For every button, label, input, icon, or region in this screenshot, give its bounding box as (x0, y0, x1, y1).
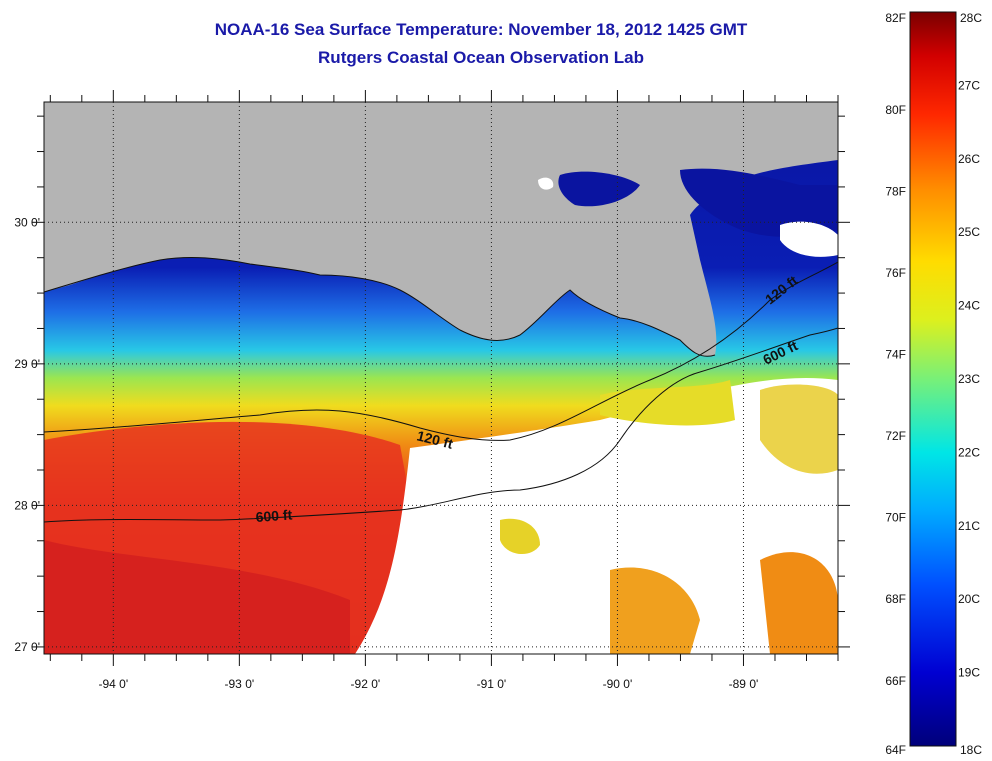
coastline (44, 257, 716, 357)
colorbar-f-label: 76F (885, 266, 906, 280)
sst-patch (500, 518, 540, 555)
map-frame (43, 101, 839, 655)
sst-patch (600, 380, 735, 426)
land-mass (44, 102, 838, 357)
graticule (44, 102, 838, 654)
lon-tick-label: -92 0' (351, 677, 381, 691)
lat-tick-label: 30 0' (14, 215, 40, 229)
lat-tick-label: 29 0' (14, 357, 40, 371)
map-subtitle: Rutgers Coastal Ocean Observation Lab (318, 48, 644, 67)
colorbar-c-label: 25C (958, 225, 980, 239)
colorbar-fahrenheit-labels: 82F 80F 78F 76F 74F 72F 70F 68F 66F 64F (885, 11, 906, 757)
lat-tick-label: 27 0' (14, 640, 40, 654)
contour-label-600ft: 600 ft (255, 506, 293, 525)
colorbar-f-label: 70F (885, 511, 906, 525)
colorbar-f-label: 82F (885, 11, 906, 25)
colorbar-f-label: 78F (885, 184, 906, 198)
lon-tick-label: -89 0' (729, 677, 759, 691)
colorbar-f-label: 64F (885, 743, 906, 757)
lon-tick-label: -91 0' (477, 677, 507, 691)
sst-patch (610, 567, 700, 654)
colorbar-c-label: 26C (958, 152, 980, 166)
colorbar-scale (909, 11, 957, 747)
colorbar-c-label: 18C (960, 743, 982, 757)
lat-tick-label: 28 0' (14, 498, 40, 512)
bay (680, 168, 838, 237)
colorbar-f-label: 66F (885, 674, 906, 688)
colorbar-f-label: 80F (885, 103, 906, 117)
colorbar-f-label: 72F (885, 429, 906, 443)
colorbar-c-label: 20C (958, 592, 980, 606)
colorbar-c-label: 19C (958, 666, 980, 680)
map-title: NOAA-16 Sea Surface Temperature: Novembe… (214, 20, 748, 39)
axis-ticks (32, 90, 850, 666)
cloud-cover (355, 378, 838, 654)
colorbar-c-label: 23C (958, 372, 980, 386)
lon-tick-label: -93 0' (225, 677, 255, 691)
colorbar-f-label: 68F (885, 592, 906, 606)
lon-tick-label: -90 0' (603, 677, 633, 691)
contour-line-120ft (44, 261, 838, 441)
colorbar-f-label: 74F (885, 348, 906, 362)
colorbar-celsius-labels: 28C 27C 26C 25C 24C 23C 22C 21C 20C 19C 18C (958, 11, 982, 757)
sst-patch (760, 552, 838, 654)
warmest-water-region (44, 540, 350, 654)
colorbar-c-label: 24C (958, 299, 980, 313)
colorbar-c-label: 27C (958, 78, 980, 92)
colorbar-c-label: 22C (958, 445, 980, 459)
cloud-spot (538, 177, 554, 190)
colorbar-c-label: 21C (958, 519, 980, 533)
bay (558, 171, 640, 207)
lon-tick-label: -94 0' (98, 677, 128, 691)
sst-patch (760, 384, 838, 474)
axis-labels: -94 0' -93 0' -92 0' -91 0' -90 0' -89 0' 27 0… (14, 215, 758, 691)
colorbar-c-label: 28C (960, 11, 982, 25)
contour-line-600ft (44, 327, 838, 523)
cloud-spot (780, 221, 838, 257)
